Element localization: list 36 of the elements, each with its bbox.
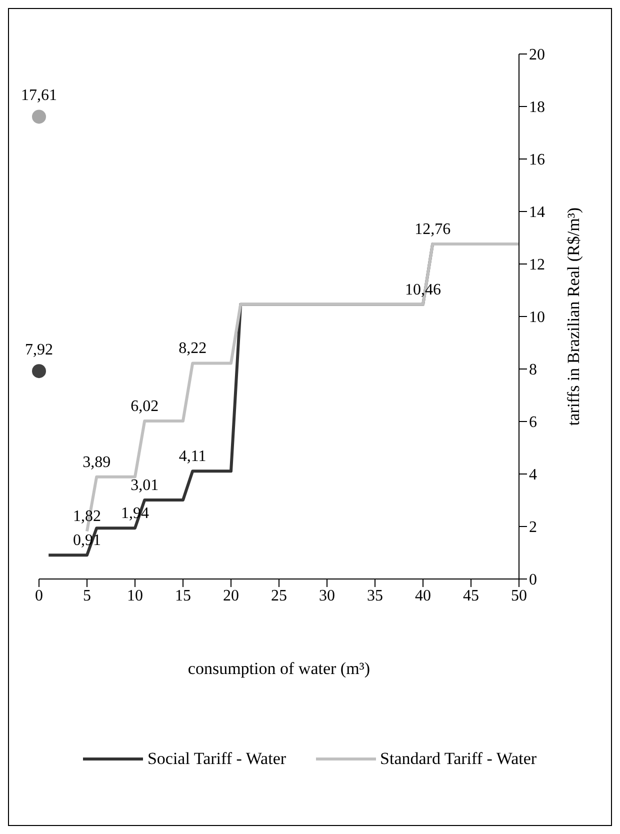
data-label: 1,82 — [73, 508, 101, 526]
y-tick-label: 10 — [529, 309, 545, 326]
y-axis-title: tariffs in Brazilian Real (R$/m³) — [564, 207, 583, 426]
x-tick-label: 30 — [319, 587, 335, 604]
y-tick-label: 4 — [529, 466, 537, 484]
data-label: 3,89 — [82, 454, 111, 471]
data-label: 3,01 — [130, 476, 159, 494]
x-tick-label: 5 — [83, 587, 91, 604]
x-tick-label: 45 — [463, 587, 479, 604]
data-label: 6,02 — [130, 398, 159, 415]
legend-label: Standard Tariff - Water — [380, 749, 537, 769]
x-tick-label: 35 — [367, 587, 383, 604]
data-label: 12,76 — [414, 221, 451, 238]
y-tick-label: 20 — [529, 46, 545, 64]
x-tick-label: 40 — [415, 587, 431, 604]
data-label: 4,11 — [178, 448, 206, 466]
y-tick-label: 16 — [529, 152, 545, 169]
x-tick-label: 15 — [175, 587, 191, 604]
data-label: 7,92 — [25, 342, 53, 359]
legend-label: Social Tariff - Water — [147, 749, 286, 769]
y-tick-label: 12 — [529, 256, 545, 274]
x-tick-label: 20 — [223, 587, 239, 604]
x-tick-label: 0 — [35, 587, 43, 604]
x-tick-label: 25 — [271, 587, 287, 604]
y-tick-label: 0 — [529, 572, 537, 589]
x-axis-title: consumption of water (m³) — [188, 659, 370, 678]
y-tick-label: 6 — [529, 414, 537, 432]
data-label: 8,22 — [178, 340, 207, 358]
data-label: 10,46 — [405, 281, 441, 298]
y-tick-label: 2 — [529, 519, 537, 536]
y-tick-label: 8 — [529, 362, 537, 379]
y-tick-label: 14 — [529, 204, 545, 222]
x-tick-label: 10 — [127, 587, 143, 604]
y-tick-label: 18 — [529, 99, 545, 116]
data-label: 17,61 — [21, 87, 57, 104]
x-tick-label: 50 — [511, 587, 527, 604]
